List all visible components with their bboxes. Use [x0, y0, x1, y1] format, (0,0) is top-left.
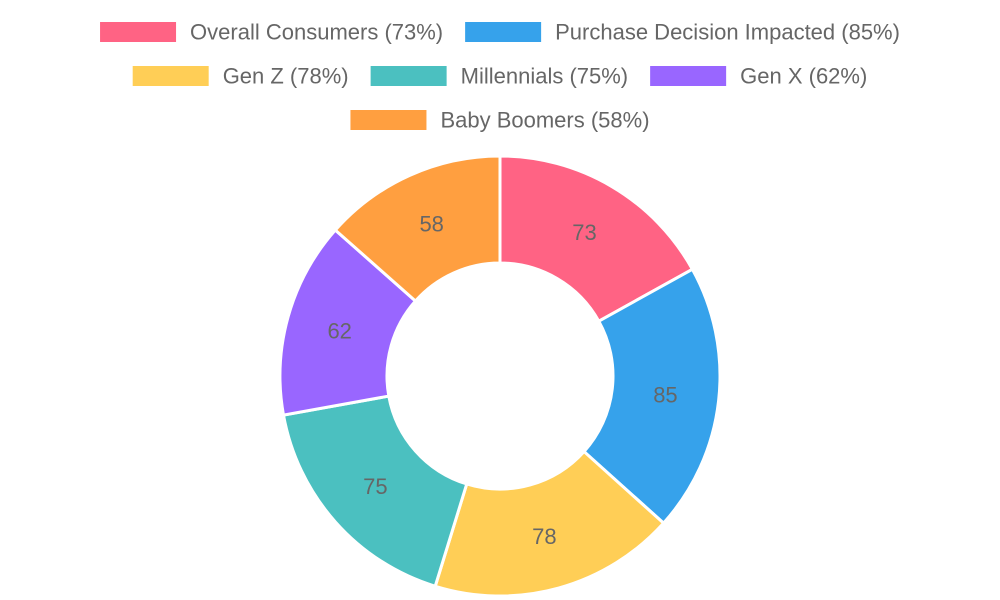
legend-item[interactable]: Gen X (62%) [650, 64, 867, 89]
legend-item[interactable]: Baby Boomers (58%) [350, 108, 650, 133]
slice-value-label: 73 [572, 220, 596, 245]
slice-labels: 73 85 78 75 62 58 [327, 212, 677, 549]
legend-swatch [350, 110, 427, 130]
doughnut-slice[interactable] [433, 449, 666, 598]
legend-swatch [100, 22, 177, 42]
legend-label: Millennials (75%) [461, 64, 629, 89]
legend-label: Baby Boomers (58%) [440, 108, 649, 133]
legend-swatch [370, 66, 447, 86]
slice-value-label: 58 [419, 212, 443, 237]
slice-value-label: 85 [653, 382, 677, 407]
doughnut-slice[interactable] [498, 154, 695, 324]
legend-item[interactable]: Gen Z (78%) [132, 64, 349, 89]
legend-label: Purchase Decision Impacted (85%) [555, 20, 900, 45]
doughnut-slice[interactable] [278, 227, 418, 417]
legend-label: Overall Consumers (73%) [190, 20, 443, 45]
legend-label: Gen X (62%) [740, 64, 867, 89]
slice-value-label: 75 [363, 474, 387, 499]
chart-legend: Overall Consumers (73%) Purchase Decision… [100, 20, 900, 133]
legend-item[interactable]: Millennials (75%) [370, 64, 629, 89]
doughnut-slice[interactable] [333, 154, 502, 304]
legend-swatch [650, 66, 727, 86]
legend-item[interactable]: Purchase Decision Impacted (85%) [465, 20, 900, 45]
legend-item[interactable]: Overall Consumers (73%) [100, 20, 443, 45]
legend-swatch [465, 22, 542, 42]
chart-slices [278, 154, 722, 598]
doughnut-slice[interactable] [581, 267, 722, 526]
legend-swatch [132, 66, 209, 86]
doughnut-slice[interactable] [281, 394, 469, 589]
slice-value-label: 78 [532, 524, 556, 549]
legend-label: Gen Z (78%) [223, 64, 349, 89]
slice-value-label: 62 [327, 319, 351, 344]
